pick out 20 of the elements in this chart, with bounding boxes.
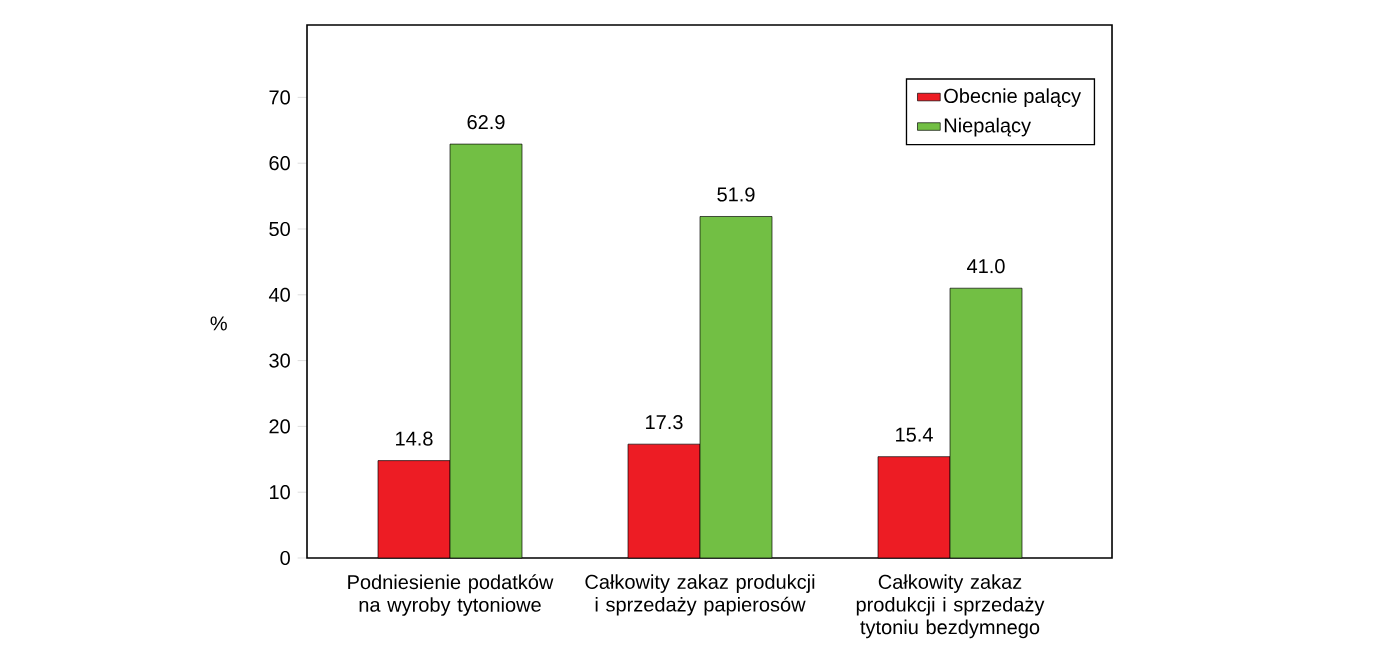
- x-tick-label: Podniesienie podatków na wyroby tytoniowe: [348, 574, 554, 616]
- x-tick-label: Całkowity zakaz produkcji i sprzedaży tytoniu bezdymnego: [856, 574, 1045, 639]
- data-label: 41.0: [967, 259, 1005, 274]
- data-label: 14.8: [396, 431, 433, 446]
- data-label: 17.3: [646, 415, 683, 430]
- y-tick-label: 40: [268, 287, 290, 302]
- y-tick-label: 0: [280, 550, 290, 566]
- x-tick-label: Całkowity zakaz produkcji i sprzedaży papierosów: [585, 574, 815, 616]
- data-label: 15.4: [896, 427, 933, 442]
- y-tick-label: 70: [269, 90, 290, 105]
- data-label: 51.9: [717, 187, 755, 202]
- y-axis-title: %: [210, 316, 227, 331]
- y-tick-label: 10: [270, 485, 290, 500]
- legend-label: Obecnie palący: [944, 88, 1082, 107]
- y-tick-label: 30: [269, 353, 290, 368]
- y-tick-label: 20: [269, 419, 290, 434]
- data-label: 62.9: [467, 115, 505, 130]
- y-tick-label: 50: [269, 221, 290, 237]
- legend-label: Niepalący: [944, 117, 1031, 137]
- y-tick-label: 60: [269, 156, 290, 171]
